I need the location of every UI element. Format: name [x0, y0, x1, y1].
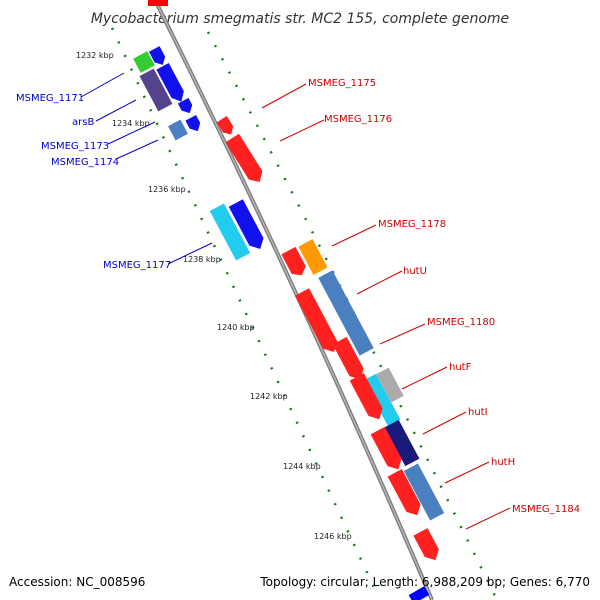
- tick-label: 1232 kbp: [76, 51, 114, 60]
- gene-label-hutH[interactable]: hutH: [491, 457, 515, 468]
- gene-grey-block: [376, 367, 404, 403]
- gene-label-MSMEG_1177[interactable]: MSMEG_1177: [103, 260, 171, 271]
- tick-label: 1244 kbp: [283, 462, 321, 471]
- gene-label-hutU[interactable]: hutU: [403, 266, 427, 277]
- gene-hutI: [384, 419, 420, 467]
- gene-label-MSMEG_1178[interactable]: MSMEG_1178: [378, 219, 446, 230]
- gene-MSMEG_1174: [185, 115, 201, 132]
- gene-hutU: [281, 246, 306, 276]
- gene-MSMEG_1171-arrow: [148, 46, 166, 65]
- gene-MSMEG_1177: [209, 203, 251, 261]
- gene-label-arsB[interactable]: arsB: [72, 117, 94, 128]
- tick-label: 1242 kbp: [250, 392, 288, 401]
- gene-hutU-track: [318, 270, 374, 356]
- gene-hutH-a: [370, 426, 402, 470]
- genome-backbone: [153, 0, 434, 600]
- gene-MSMEG_1180: [294, 288, 338, 353]
- tick-label: 1234 kbp: [112, 119, 150, 128]
- right-labels: MSMEG_1175 MSMEG_1176 MSMEG_1178 hutU MS…: [261, 78, 580, 530]
- accession-text: Accession: NC_008596: [9, 575, 145, 589]
- gene-partial-bottom: [408, 586, 430, 600]
- tick-label: 1246 kbp: [314, 532, 352, 541]
- gene-MSMEG_1171: [133, 51, 155, 73]
- gene-MSMEG_1178: [298, 239, 328, 275]
- gene-label-MSMEG_1176[interactable]: MSMEG_1176: [324, 114, 392, 125]
- gene-MSMEG_1176: [225, 133, 263, 183]
- gene-label-MSMEG_1174[interactable]: MSMEG_1174: [51, 157, 119, 168]
- gene-label-MSMEG_1175[interactable]: MSMEG_1175: [308, 78, 376, 89]
- tick-label: 1240 kbp: [217, 323, 255, 332]
- map-title: Mycobacterium smegmatis str. MC2 155, co…: [91, 11, 509, 27]
- gene-label-MSMEG_1184[interactable]: MSMEG_1184: [512, 504, 580, 515]
- gene-arsB-arrow: [156, 63, 184, 102]
- gene-hutF-a: [332, 336, 364, 380]
- gene-MSMEG_1184: [413, 528, 439, 561]
- gene-MSMEG_1173: [168, 119, 188, 141]
- gene-MSMEG_1172-small: [177, 97, 193, 114]
- gene-hutH: [403, 463, 445, 521]
- gene-partial-top: [148, 0, 168, 6]
- gene-arsB: [139, 68, 173, 112]
- gene-label-hutF[interactable]: hutF: [449, 362, 472, 373]
- left-labels: MSMEG_1171 arsB MSMEG_1173 MSMEG_1174 MS…: [16, 72, 213, 271]
- tick-label: 1238 kbp: [183, 255, 221, 264]
- gene-MSMEG_1175: [216, 116, 234, 135]
- gene-hutI-a: [349, 373, 383, 420]
- gene-label-MSMEG_1171[interactable]: MSMEG_1171: [16, 93, 84, 104]
- gene-label-MSMEG_1173[interactable]: MSMEG_1173: [41, 141, 109, 152]
- gene-label-MSMEG_1180[interactable]: MSMEG_1180: [427, 317, 495, 328]
- gene-hutH-b: [387, 469, 421, 516]
- tick-label: 1236 kbp: [148, 185, 186, 194]
- gene-MSMEG_1177-arrow: [228, 199, 264, 249]
- gene-hutF: [363, 373, 401, 427]
- gene-label-hutI[interactable]: hutI: [468, 407, 488, 418]
- genome-summary-text: Topology: circular; Length: 6,988,209 bp…: [259, 575, 590, 589]
